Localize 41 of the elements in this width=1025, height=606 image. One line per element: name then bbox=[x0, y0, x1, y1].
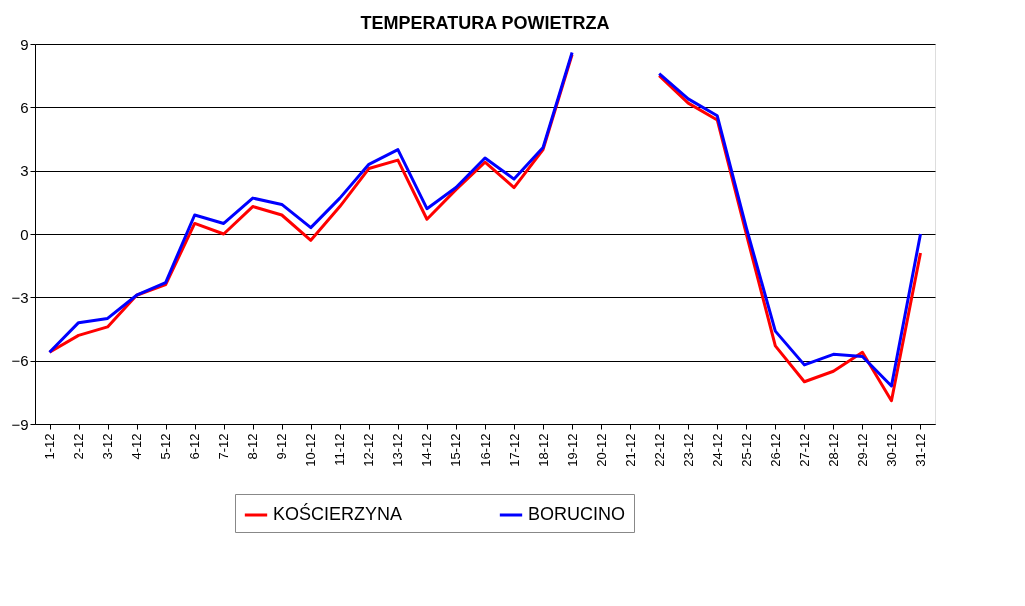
x-tick-label: 9-12 bbox=[274, 433, 290, 460]
x-tick-label: 11-12 bbox=[332, 433, 348, 466]
legend-label: KOŚCIERZYNA bbox=[273, 503, 403, 524]
x-tick-label: 17-12 bbox=[506, 433, 522, 467]
x-tick-label: 3-12 bbox=[100, 433, 116, 460]
x-tick-label: 7-12 bbox=[216, 433, 232, 460]
y-tick-label: 0 bbox=[20, 225, 29, 243]
x-tick-label: 5-12 bbox=[158, 433, 174, 460]
x-tick-label: 12-12 bbox=[361, 433, 377, 467]
x-tick-label: 30-12 bbox=[883, 433, 899, 467]
y-tick-label: 6 bbox=[20, 98, 29, 116]
y-tick-label: 3 bbox=[20, 162, 29, 180]
x-tick-label: 28-12 bbox=[825, 433, 841, 467]
x-tick-label: 21-12 bbox=[622, 433, 638, 467]
x-tick-label: 24-12 bbox=[709, 433, 725, 467]
x-tick-label: 18-12 bbox=[535, 433, 551, 467]
x-tick-label: 16-12 bbox=[477, 433, 493, 467]
x-tick-label: 8-12 bbox=[245, 433, 261, 460]
x-tick-label: 13-12 bbox=[390, 433, 406, 467]
y-tick-label: −9 bbox=[11, 415, 29, 433]
legend-label: BORUCINO bbox=[528, 504, 626, 524]
y-tick-label: −3 bbox=[11, 288, 29, 306]
x-tick-label: 19-12 bbox=[564, 433, 580, 467]
x-tick-label: 31-12 bbox=[912, 433, 928, 467]
y-tick-label: −6 bbox=[11, 352, 29, 370]
x-tick-label: 23-12 bbox=[680, 433, 696, 467]
x-tick-label: 20-12 bbox=[593, 433, 609, 467]
x-tick-label: 15-12 bbox=[448, 433, 464, 467]
x-tick-label: 2-12 bbox=[71, 433, 87, 460]
x-tick-label: 4-12 bbox=[129, 433, 145, 460]
x-tick-label: 27-12 bbox=[796, 433, 812, 467]
x-tick-label: 25-12 bbox=[738, 433, 754, 467]
y-tick-label: 9 bbox=[20, 35, 29, 53]
x-tick-label: 10-12 bbox=[303, 433, 319, 467]
x-tick-label: 1-12 bbox=[42, 433, 58, 460]
chart-title: TEMPERATURA POWIETRZA bbox=[360, 13, 610, 33]
x-tick-label: 14-12 bbox=[419, 433, 435, 467]
x-tick-label: 29-12 bbox=[854, 433, 870, 467]
x-tick-label: 22-12 bbox=[651, 433, 667, 467]
x-tick-label: 26-12 bbox=[767, 433, 783, 467]
x-tick-label: 6-12 bbox=[187, 433, 203, 460]
